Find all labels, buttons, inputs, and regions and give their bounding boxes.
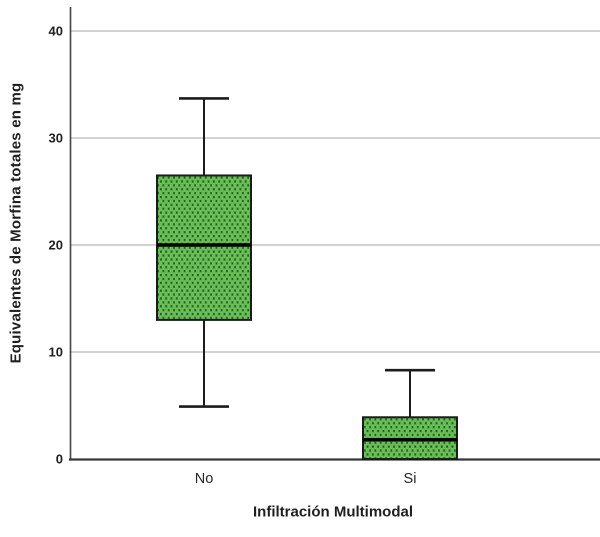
y-tick-label: 20 xyxy=(49,238,63,253)
y-tick-label: 30 xyxy=(49,131,63,146)
y-axis-title: Equivalentes de Morfina totales en mg xyxy=(7,82,25,364)
y-tick-label: 0 xyxy=(56,452,63,467)
x-axis-title: Infiltración Multimodal xyxy=(253,503,413,521)
x-category-label: No xyxy=(195,471,214,487)
x-category-label: Si xyxy=(404,471,417,487)
y-tick-label: 10 xyxy=(49,345,63,360)
y-tick-label: 40 xyxy=(49,24,63,39)
box-No xyxy=(156,174,252,321)
